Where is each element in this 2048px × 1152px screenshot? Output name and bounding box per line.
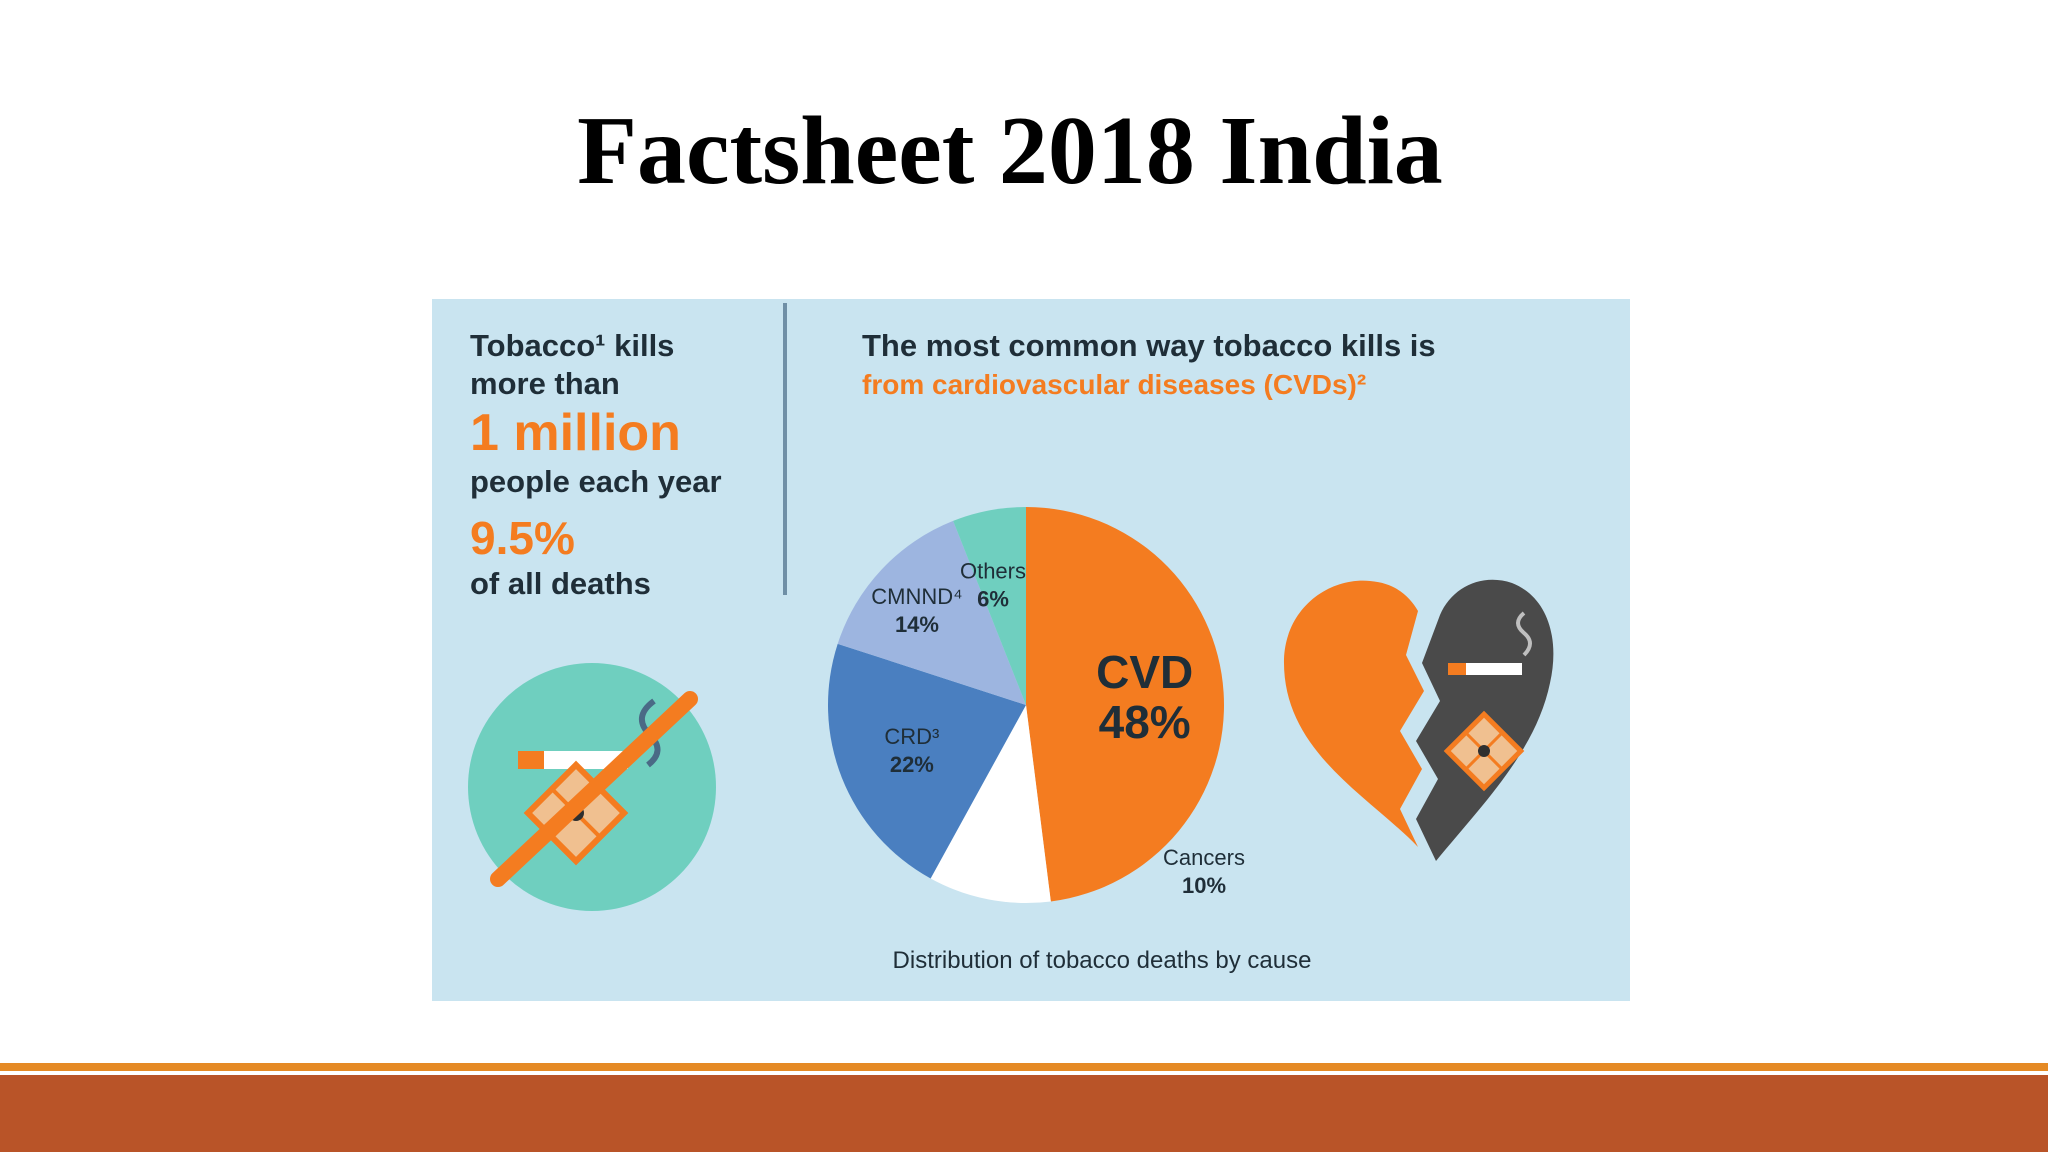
pie-slice-cvd (1026, 507, 1225, 902)
stats-block: Tobacco¹ kills more than 1 million peopl… (470, 327, 770, 603)
stat-line-4: of all deaths (470, 566, 651, 601)
pie-value-label: 48% (1099, 696, 1191, 748)
pie-value-label: 22% (890, 752, 934, 777)
slide-title: Factsheet 2018 India (577, 97, 1443, 205)
pie-slice-others (953, 507, 1026, 705)
footer-bar-accent (0, 1063, 2048, 1071)
stat-percent: 9.5% (470, 512, 575, 564)
pie-label: Others (960, 558, 1026, 583)
pie-value-label: 6% (977, 586, 1009, 611)
pie-slice-crd (828, 643, 1026, 879)
pie-label: CVD (1096, 646, 1193, 698)
no-smoking-icon (468, 663, 716, 911)
stat-line-2: more than (470, 366, 620, 401)
pie-value-label: 14% (895, 612, 939, 637)
chart-caption: Distribution of tobacco deaths by cause (892, 947, 1312, 974)
infographic-panel: Tobacco¹ kills more than 1 million peopl… (432, 299, 1630, 1001)
stat-line-3: people each year (470, 464, 722, 499)
footer-bar (0, 1075, 2048, 1152)
pie-value-label: 10% (1182, 873, 1226, 898)
pie-label: CRD³ (884, 724, 939, 749)
pie-label: CMNND⁴ (871, 584, 962, 609)
pie-slice-cmnnd (837, 520, 1026, 705)
headline-line-2: from cardiovascular diseases (CVDs)² (862, 369, 1367, 400)
panel-divider (783, 303, 787, 595)
stat-highlight: 1 million (470, 404, 681, 462)
headline-block: The most common way tobacco kills is fro… (862, 327, 1602, 405)
stat-line-1: Tobacco¹ kills (470, 328, 675, 363)
broken-heart-icon (1283, 579, 1554, 861)
pie-label: Cancers (1163, 845, 1245, 870)
headline-line-1: The most common way tobacco kills is (862, 328, 1436, 363)
pie-slice-cancers (930, 705, 1051, 903)
